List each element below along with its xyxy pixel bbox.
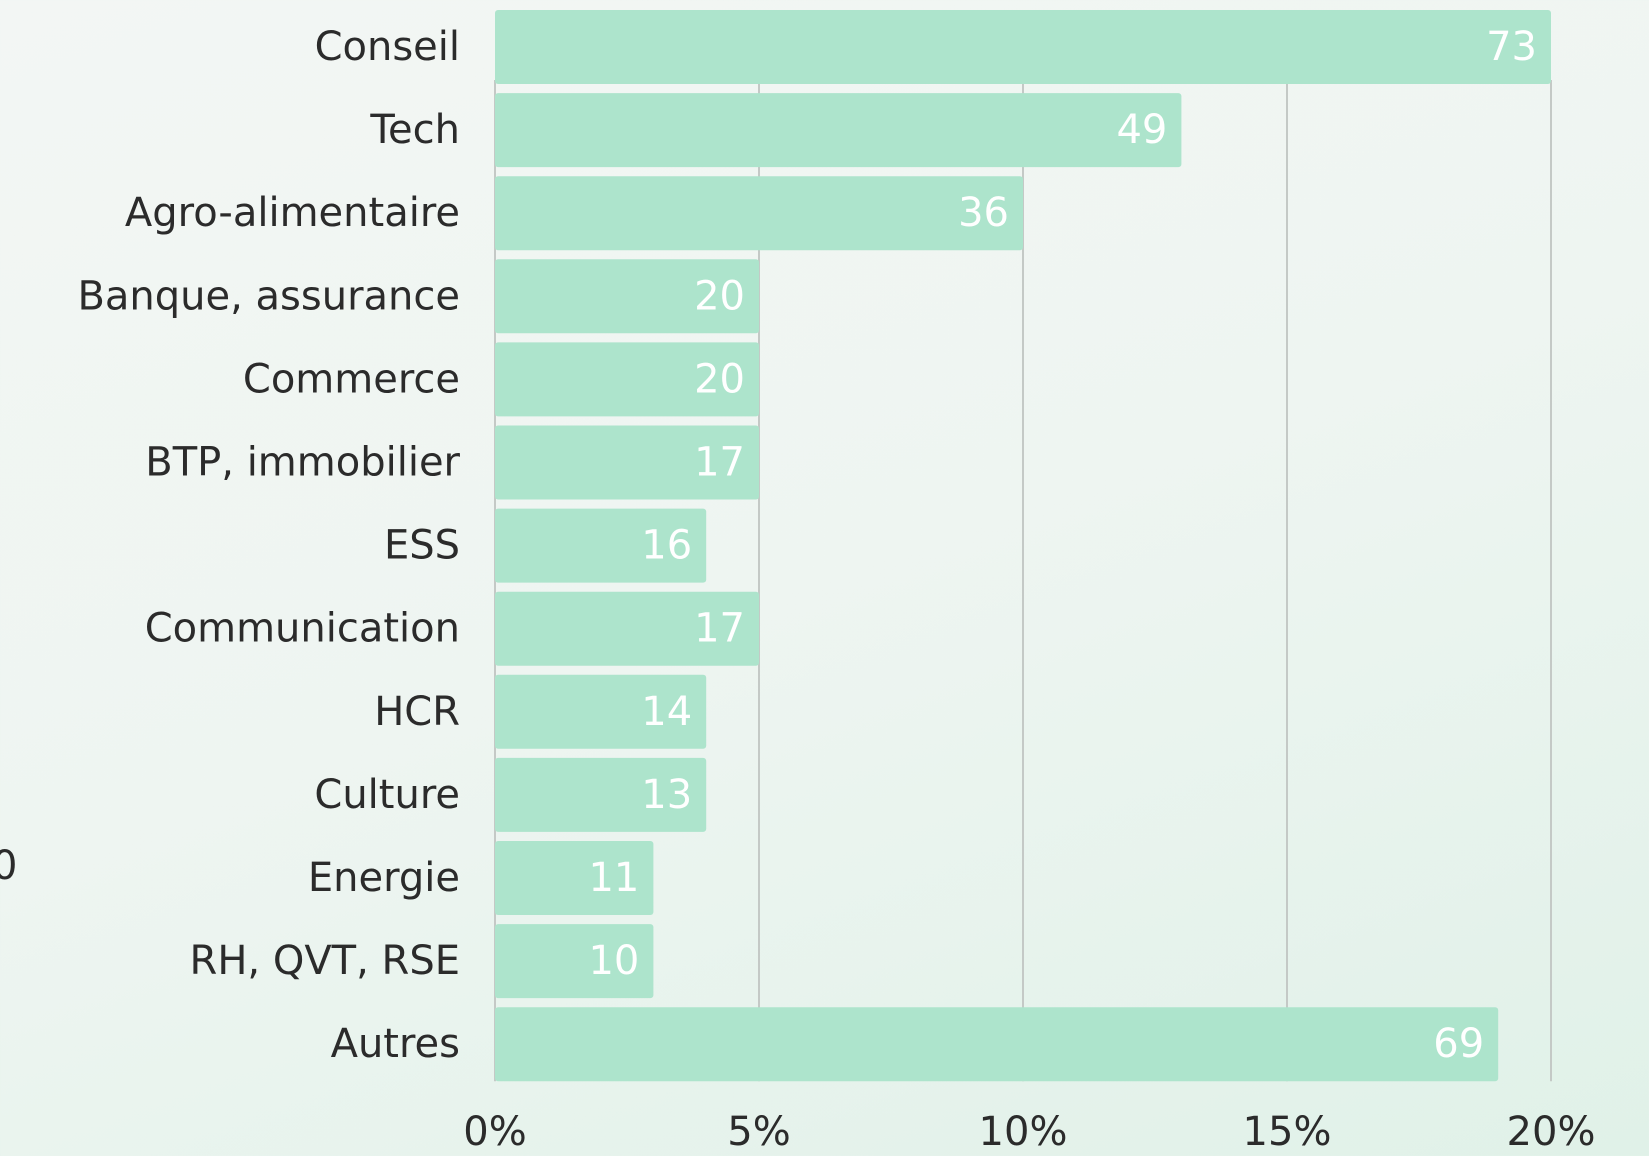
- y-tick-label: Culture: [314, 772, 460, 818]
- bar: [495, 591, 759, 666]
- bar-value-label: 20: [694, 356, 745, 402]
- bar-value-label: 36: [958, 190, 1009, 236]
- y-tick-label: Communication: [145, 606, 460, 652]
- bar: [495, 757, 707, 832]
- y-tick-label: BTP, immobilier: [145, 440, 460, 486]
- y-tick-label: Conseil: [315, 24, 460, 70]
- y-tick-label: Energie: [308, 855, 460, 901]
- bar: [495, 425, 759, 500]
- y-tick-label: Autres: [331, 1021, 460, 1067]
- bar-value-label: 11: [588, 855, 639, 901]
- y-tick-label: Commerce: [243, 356, 460, 402]
- bar-value-label: 14: [641, 689, 692, 735]
- bar-value-label: 69: [1433, 1021, 1484, 1067]
- x-tick-label: 20%: [1507, 1109, 1596, 1155]
- y-tick-label: Banque, assurance: [77, 273, 460, 319]
- bar-value-label: 13: [641, 772, 692, 818]
- bar-value-label: 17: [694, 606, 745, 652]
- bar-value-label: 10: [588, 938, 639, 984]
- bar-value-label: 20: [694, 273, 745, 319]
- y-tick-label: Agro-alimentaire: [125, 190, 460, 236]
- y-tick-label: RH, QVT, RSE: [190, 938, 460, 984]
- y-tick-label: Tech: [369, 107, 460, 153]
- bar-value-label: 16: [641, 523, 692, 569]
- bar: [495, 176, 1023, 251]
- bar: [495, 924, 654, 999]
- x-tick-label: 5%: [727, 1109, 790, 1155]
- bar: [495, 342, 759, 417]
- bar-value-label: 73: [1486, 24, 1537, 70]
- x-tick-label: 10%: [979, 1109, 1068, 1155]
- bar: [495, 674, 707, 749]
- bar: [495, 1007, 1499, 1082]
- bar: [495, 841, 654, 915]
- bar: [495, 259, 759, 334]
- bar-value-label: 17: [694, 440, 745, 486]
- y-tick-label: HCR: [374, 689, 460, 735]
- y-tick-label: ESS: [384, 523, 460, 569]
- x-tick-label: 0%: [463, 1109, 526, 1155]
- x-tick-label: 15%: [1243, 1109, 1332, 1155]
- bar: [495, 93, 1182, 168]
- bar-value-label: 49: [1116, 107, 1167, 153]
- side-text: 0: [0, 843, 17, 889]
- bar: [495, 10, 1551, 84]
- bar: [495, 508, 707, 583]
